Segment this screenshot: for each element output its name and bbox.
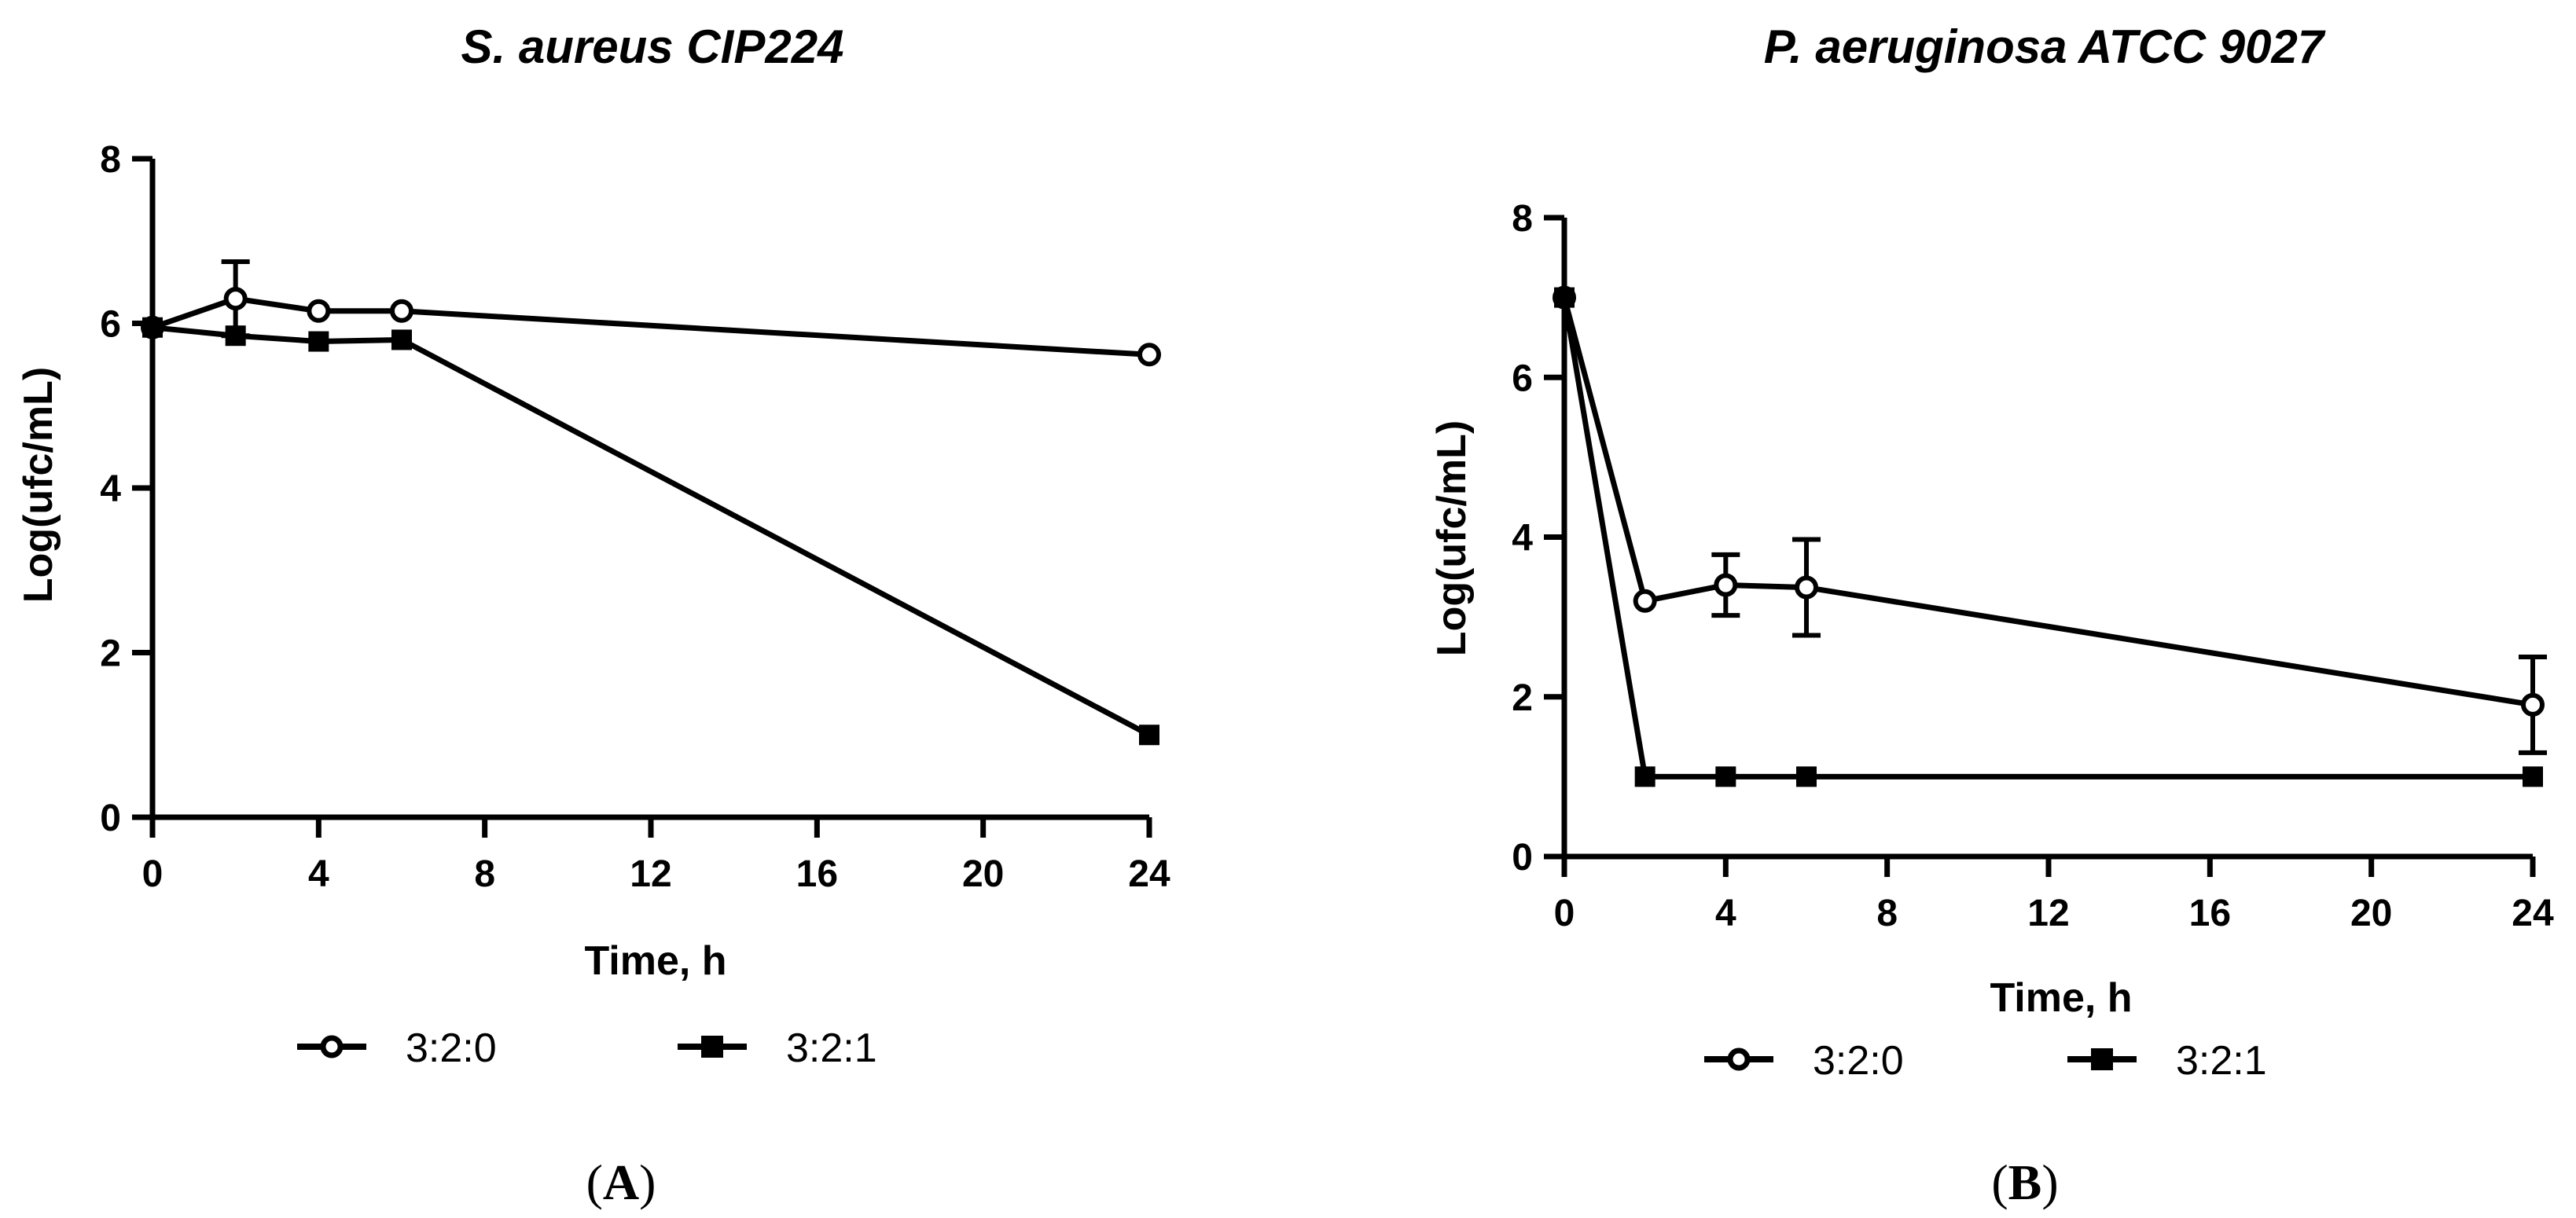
data-point-3-2-1 (225, 325, 246, 347)
y-tick-label: 8 (100, 139, 121, 181)
legend-filled-square-marker (2091, 1048, 2113, 1070)
x-tick-label: 8 (474, 853, 495, 895)
data-point-3-2-0 (1714, 573, 1738, 597)
series-lines (151, 295, 1151, 738)
data-point-3-2-1 (1554, 287, 1575, 308)
legend-item-3-2-0: 3:2:0 (297, 1025, 497, 1071)
legend-open-circle-marker (320, 1035, 344, 1058)
data-point-3-2-0 (307, 299, 331, 323)
data-point-3-2-0 (390, 299, 413, 323)
data-point-3-2-0 (1137, 343, 1161, 367)
chart-title: S. aureus CIP224 (461, 20, 844, 73)
series-line-3-2-1 (1561, 297, 2533, 780)
legend-filled-square-marker (701, 1036, 723, 1058)
x-axis-label: Time, h (584, 938, 726, 984)
y-tick-label: 0 (1512, 837, 1533, 879)
legend: 3:2:0 3:2:1 (297, 1025, 877, 1071)
series-markers (141, 287, 1161, 746)
x-tick-label: 24 (2512, 893, 2554, 934)
series-line-3-2-0 (151, 295, 1150, 358)
y-tick-label: 8 (1512, 198, 1533, 240)
panel-label-close: ) (2041, 1154, 2058, 1210)
x-tick-label: 0 (142, 853, 164, 895)
data-point-3-2-0 (223, 287, 248, 311)
panel-a: S. aureus CIP224 Log(ufc/mL) Time, h 024… (16, 20, 1170, 1210)
x-tick-label: 12 (2027, 893, 2069, 934)
legend-item-3-2-0: 3:2:0 (1704, 1038, 1904, 1084)
data-point-3-2-1 (1634, 766, 1655, 787)
x-tick-label: 4 (1715, 893, 1736, 934)
x-tick-label: 16 (2189, 893, 2231, 934)
error-bars (1711, 537, 2547, 755)
y-tick-label: 0 (100, 798, 121, 839)
y-tick-label: 2 (100, 633, 121, 675)
legend-item-3-2-1: 3:2:1 (2067, 1038, 2267, 1084)
y-tick-label: 6 (100, 304, 121, 346)
y-tick-label: 4 (1512, 518, 1533, 559)
legend-item-3-2-1: 3:2:1 (678, 1025, 877, 1071)
data-point-3-2-1 (391, 329, 412, 350)
y-tick-label: 6 (1512, 358, 1533, 399)
x-tick-label: 20 (2350, 893, 2392, 934)
data-point-3-2-1 (308, 331, 329, 352)
series-lines (1561, 296, 2534, 780)
data-point-3-2-1 (1715, 766, 1736, 787)
panel-b: P. aeruginosa ATCC 9027 Log(ufc/mL) Time… (1429, 20, 2554, 1210)
x-tick-label: 20 (962, 853, 1004, 895)
y-axis-label: Log(ufc/mL) (16, 367, 61, 603)
x-tick-label: 8 (1876, 893, 1898, 934)
legend: 3:2:0 3:2:1 (1704, 1038, 2267, 1084)
x-axis-label: Time, h (1990, 975, 2132, 1021)
x-tick-label: 0 (1554, 893, 1575, 934)
x-tick-label: 12 (630, 853, 671, 895)
series-line-3-2-1 (152, 325, 1151, 738)
x-tick-label: 16 (796, 853, 838, 895)
legend-open-circle-marker (1727, 1047, 1751, 1071)
panel-label-letter: A (603, 1154, 639, 1210)
panel-label-close: ) (639, 1154, 656, 1210)
y-tick-label: 4 (100, 468, 121, 510)
data-point-3-2-1 (142, 317, 163, 338)
panel-label-open: ( (586, 1154, 603, 1210)
legend-label: 3:2:1 (786, 1025, 877, 1071)
panel-label: (A) (586, 1154, 656, 1210)
legend-label: 3:2:0 (1813, 1038, 1904, 1084)
data-point-3-2-1 (1796, 766, 1817, 787)
x-tick-label: 4 (308, 853, 329, 895)
y-axis-label: Log(ufc/mL) (1429, 420, 1475, 656)
legend-label: 3:2:0 (406, 1025, 497, 1071)
y-tick-label: 2 (1512, 677, 1533, 719)
data-point-3-2-1 (2523, 766, 2543, 787)
panel-label: (B) (1991, 1154, 2058, 1210)
data-point-3-2-0 (1633, 589, 1657, 613)
data-point-3-2-0 (1795, 575, 1818, 600)
series-line-3-2-0 (1561, 296, 2534, 708)
series-markers (1553, 285, 2545, 787)
x-tick-label: 24 (1128, 853, 1170, 895)
data-point-3-2-0 (2521, 692, 2545, 717)
legend-label: 3:2:1 (2176, 1038, 2267, 1084)
data-point-3-2-1 (1139, 725, 1159, 746)
panel-label-letter: B (2008, 1154, 2042, 1210)
panel-label-open: ( (1991, 1154, 2008, 1210)
chart-title: P. aeruginosa ATCC 9027 (1764, 20, 2326, 73)
